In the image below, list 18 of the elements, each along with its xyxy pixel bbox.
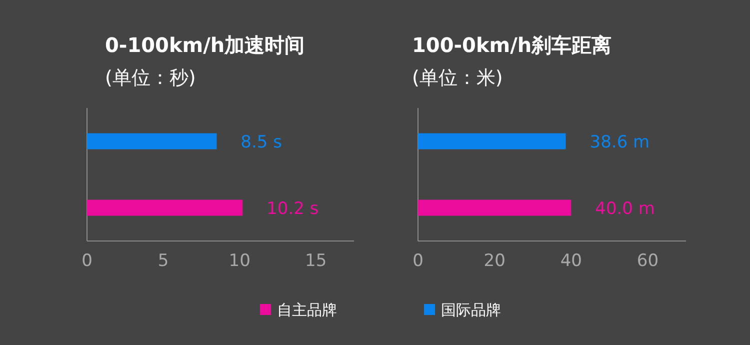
- legend-label: 国际品牌: [441, 301, 501, 319]
- chart-title: 100-0km/h刹车距离: [412, 33, 612, 57]
- data-label: 40.0 m: [595, 198, 655, 219]
- x-tick-label: 0: [412, 251, 424, 271]
- chart-title: 0-100km/h加速时间: [105, 33, 305, 57]
- x-tick-label: 10: [228, 251, 250, 271]
- x-tick-label: 15: [305, 251, 327, 271]
- data-label: 38.6 m: [590, 132, 650, 152]
- x-tick-label: 20: [484, 251, 506, 271]
- data-label: 10.2 s: [266, 198, 319, 219]
- x-tick-label: 40: [560, 251, 582, 271]
- chart-subtitle: (单位：秒): [105, 67, 196, 89]
- x-tick-label: 0: [82, 251, 92, 271]
- x-tick-label: 5: [158, 251, 169, 271]
- data-label: 8.5 s: [240, 132, 282, 152]
- x-tick-label: 60: [636, 251, 659, 271]
- chart-subtitle: (单位：米): [412, 67, 503, 89]
- legend-label: 自主品牌: [277, 301, 337, 319]
